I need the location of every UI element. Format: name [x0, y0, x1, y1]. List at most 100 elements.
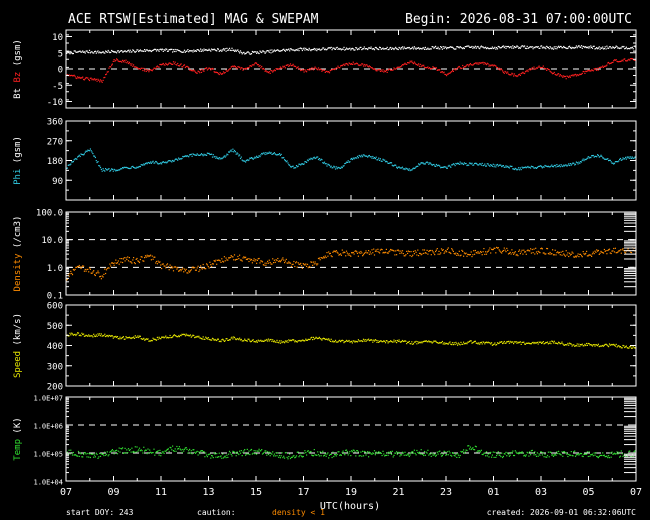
data-point — [295, 49, 297, 51]
data-point — [561, 165, 563, 167]
data-point — [229, 49, 231, 51]
data-point — [178, 335, 180, 337]
data-point — [226, 454, 228, 456]
data-point — [381, 249, 383, 251]
data-point — [187, 334, 189, 336]
data-point — [545, 253, 547, 255]
data-point — [168, 269, 170, 271]
data-point — [213, 71, 215, 73]
data-point — [94, 274, 96, 276]
data-point — [217, 48, 219, 50]
data-point — [131, 262, 133, 264]
data-point — [116, 169, 119, 172]
data-point — [548, 48, 550, 50]
data-point — [145, 162, 147, 164]
data-point — [494, 164, 496, 166]
data-point — [518, 249, 521, 251]
data-point — [457, 344, 459, 346]
data-point — [591, 255, 593, 257]
data-point — [121, 448, 123, 450]
data-point — [543, 252, 545, 254]
data-point — [251, 453, 253, 455]
data-point — [394, 164, 396, 166]
data-point — [540, 67, 542, 69]
data-point — [407, 341, 409, 343]
data-point — [457, 454, 460, 456]
data-point — [579, 73, 581, 75]
data-point — [317, 48, 320, 50]
data-point — [407, 341, 409, 343]
data-point — [592, 344, 594, 346]
data-point — [105, 335, 108, 337]
data-point — [91, 151, 93, 153]
data-point — [623, 249, 625, 252]
data-point — [531, 342, 533, 344]
data-point — [610, 62, 612, 64]
data-point — [501, 69, 503, 71]
data-point — [400, 48, 402, 50]
data-point — [292, 165, 294, 167]
data-point — [295, 65, 297, 68]
data-point — [386, 46, 388, 48]
data-point — [437, 46, 439, 48]
data-point — [166, 162, 168, 164]
data-point — [393, 454, 395, 456]
data-point — [542, 166, 544, 168]
data-point — [110, 450, 112, 453]
data-point — [307, 68, 309, 71]
data-point — [183, 448, 186, 450]
data-point — [254, 62, 256, 64]
data-point — [505, 451, 507, 453]
data-point — [144, 163, 147, 165]
data-point — [472, 47, 474, 49]
data-point — [534, 341, 536, 344]
data-point — [514, 341, 516, 343]
data-point — [282, 457, 284, 459]
data-point — [439, 165, 441, 167]
data-point — [304, 450, 306, 452]
data-point — [570, 74, 572, 76]
data-point — [188, 270, 190, 272]
data-point — [535, 167, 537, 169]
data-point — [190, 70, 192, 72]
data-point — [295, 456, 297, 458]
data-point — [518, 342, 520, 344]
data-point — [378, 157, 380, 159]
x-tick-label: 09 — [107, 487, 119, 498]
data-point — [329, 252, 331, 254]
data-point — [232, 256, 234, 258]
data-point — [452, 344, 454, 346]
data-point — [295, 67, 298, 69]
data-point — [379, 452, 381, 454]
data-point — [606, 455, 608, 457]
data-point — [87, 51, 89, 53]
data-point — [176, 268, 178, 270]
data-point — [130, 337, 132, 340]
data-point — [434, 165, 436, 167]
data-point — [435, 340, 437, 342]
data-point — [205, 336, 207, 338]
data-point — [129, 337, 131, 339]
data-point — [463, 341, 465, 343]
data-point — [546, 454, 549, 457]
data-point — [485, 253, 488, 255]
data-point — [396, 167, 398, 169]
data-point — [445, 250, 447, 252]
data-point — [569, 163, 571, 165]
data-point — [345, 47, 348, 49]
data-point — [389, 68, 391, 70]
data-point — [263, 51, 265, 53]
data-point — [283, 259, 285, 261]
data-point — [376, 452, 378, 454]
data-point — [280, 340, 282, 342]
data-point — [177, 159, 179, 161]
data-point — [469, 63, 471, 65]
data-point — [558, 251, 560, 254]
data-point — [245, 340, 247, 342]
data-point — [371, 249, 373, 251]
data-point — [127, 61, 129, 63]
data-point — [450, 166, 452, 168]
data-point — [462, 450, 464, 453]
data-point — [212, 457, 214, 459]
y-tick-label: 1.0E+04 — [33, 479, 63, 487]
